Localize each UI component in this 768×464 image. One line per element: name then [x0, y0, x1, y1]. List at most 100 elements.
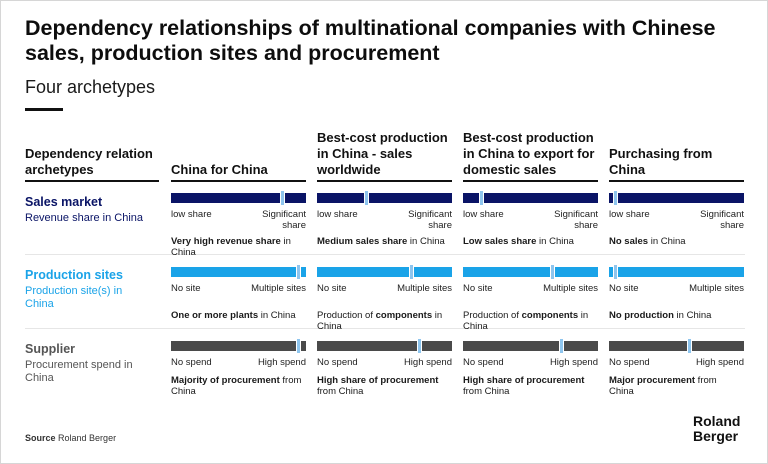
bar-left-label: No site [171, 283, 201, 294]
level-bar [317, 264, 452, 280]
description-emphasis: Medium sales share [317, 236, 408, 247]
description-emphasis: Majority of procurement [171, 375, 280, 386]
cell-description: Very high revenue share in China [171, 236, 306, 258]
level-bar [609, 190, 744, 206]
bar-right-label: Multiple sites [543, 283, 598, 294]
row-subtitle: Procurement spend in China [25, 359, 133, 384]
description-suffix: in China [258, 310, 296, 321]
bar-right-label: Significant share [408, 209, 452, 231]
bar-left-label: No spend [317, 357, 358, 368]
level-bar [609, 264, 744, 280]
column-header-rule [609, 180, 744, 182]
description-suffix: from China [317, 386, 364, 397]
title-underline [25, 108, 63, 111]
bar-right-label: Multiple sites [251, 283, 306, 294]
bar-left-label: No spend [609, 357, 650, 368]
bar-left-label: No spend [463, 357, 504, 368]
row-subtitle: Revenue share in China [25, 212, 144, 224]
bar-left-label: No spend [171, 357, 212, 368]
level-marker [613, 264, 618, 280]
description-suffix: in China [407, 236, 445, 247]
row-title: Production sites [25, 268, 123, 282]
row-title: Supplier [25, 342, 76, 356]
bar-right-label: Significant share [700, 209, 744, 231]
level-bar [463, 338, 598, 354]
row-separator [25, 254, 745, 255]
first-column-header: Dependency relation archetypes [25, 146, 153, 177]
source-label: Source [25, 433, 56, 443]
cell-description: Production of components in China [317, 310, 452, 332]
roland-berger-logo: Roland Berger [693, 414, 740, 444]
description-suffix: in China [317, 310, 443, 332]
page-title: Dependency relationships of multinationa… [25, 16, 716, 65]
description-suffix: in China [171, 236, 291, 258]
page-subtitle: Four archetypes [25, 77, 156, 97]
description-emphasis: High share of procurement [317, 375, 439, 386]
source-note: Source Roland Berger [25, 433, 116, 443]
description-emphasis: components [521, 310, 579, 321]
description-emphasis: components [375, 310, 433, 321]
level-bar [317, 190, 452, 206]
column-header: China for China [171, 162, 268, 177]
cell-description: No sales in China [609, 236, 744, 247]
level-bar [171, 264, 306, 280]
cell-description: High share of procurement from China [317, 375, 452, 397]
level-marker [550, 264, 555, 280]
description-prefix: Production of [317, 310, 376, 321]
bar-right-label: Significant share [554, 209, 598, 231]
description-emphasis: No production [609, 310, 674, 321]
cell-description: Production of components in China [463, 310, 598, 332]
description-prefix: Production of [463, 310, 522, 321]
row-subtitle: Production site(s) in China [25, 285, 123, 310]
description-emphasis: No sales [609, 236, 649, 247]
description-emphasis: Very high revenue share [171, 236, 281, 247]
level-marker [559, 338, 564, 354]
column-header-rule [463, 180, 598, 182]
cell-description: No production in China [609, 310, 744, 321]
description-emphasis: High share of procurement [463, 375, 585, 386]
column-header-rule [171, 180, 306, 182]
level-marker [280, 190, 285, 206]
bar-right-label: Multiple sites [397, 283, 452, 294]
description-suffix: from China [171, 375, 302, 397]
bar-left-label: No site [317, 283, 347, 294]
column-header: Best-cost production in China - sales wo… [317, 130, 448, 177]
cell-description: Low sales share in China [463, 236, 598, 247]
cell-description: Major procurement from China [609, 375, 744, 397]
bar-left-label: low share [609, 209, 650, 220]
bar-right-label: High spend [549, 357, 598, 368]
level-bar [463, 190, 598, 206]
level-bar [171, 338, 306, 354]
level-marker [296, 264, 301, 280]
logo-line-2: Berger [693, 428, 739, 444]
bar-left-label: low share [171, 209, 212, 220]
bar-right-label: High spend [695, 357, 744, 368]
level-bar [609, 338, 744, 354]
bar-left-label: low share [463, 209, 504, 220]
description-suffix: in China [536, 236, 574, 247]
level-marker [687, 338, 692, 354]
first-column-header-rule [25, 180, 159, 182]
description-emphasis: One or more plants [171, 310, 259, 321]
source-text: Roland Berger [58, 433, 117, 443]
description-suffix: in China [673, 310, 712, 321]
level-marker [296, 338, 301, 354]
bar-right-label: Significant share [262, 209, 306, 231]
level-marker [364, 190, 369, 206]
bar-right-label: High spend [403, 357, 452, 368]
row-title: Sales market [25, 195, 103, 209]
description-emphasis: Low sales share [463, 236, 537, 247]
column-header: Best-cost production in China to export … [463, 130, 595, 177]
description-suffix: in China [648, 236, 686, 247]
level-marker [479, 190, 484, 206]
description-suffix: in China [463, 310, 589, 332]
column-header-rule [317, 180, 452, 182]
column-header: Purchasing from China [609, 146, 713, 177]
cell-description: Majority of procurement from China [171, 375, 306, 397]
level-marker [613, 190, 618, 206]
cell-description: Medium sales share in China [317, 236, 452, 247]
description-suffix: from China [609, 375, 717, 397]
bar-right-label: Multiple sites [689, 283, 744, 294]
bar-left-label: No site [463, 283, 493, 294]
cell-description: One or more plants in China [171, 310, 306, 321]
